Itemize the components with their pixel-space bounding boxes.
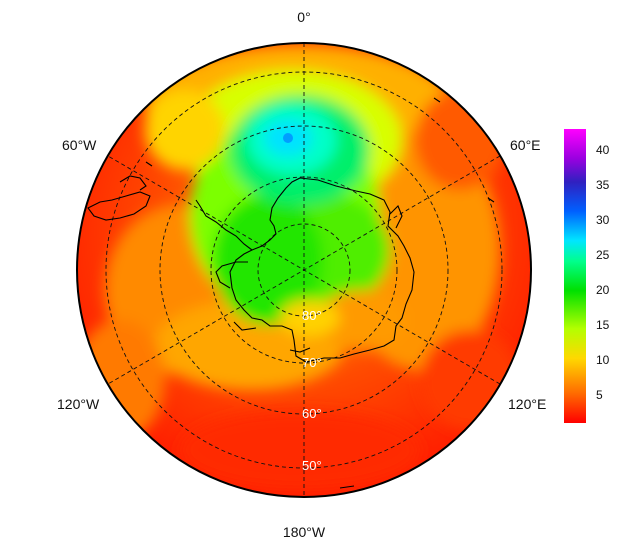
- data-field: [77, 43, 531, 497]
- longitude-label-lower-right: 120°E: [508, 396, 546, 412]
- map-frame: [76, 42, 532, 498]
- colorbar: 5 10 15 20 25 30 35 40: [564, 129, 610, 423]
- longitude-label-upper-right: 60°E: [510, 137, 541, 153]
- colorbar-ticks: 5 10 15 20 25 30 35 40: [596, 143, 610, 402]
- latitude-label-70: 70°: [302, 355, 322, 370]
- colorbar-tick-label: 20: [596, 283, 610, 297]
- colorbar-tick-label: 5: [596, 388, 603, 402]
- graticule: [105, 43, 503, 497]
- colorbar-gradient: [564, 129, 586, 423]
- colorbar-tick-label: 40: [596, 143, 610, 157]
- latitude-label-60: 60°: [302, 406, 322, 421]
- latitude-label-80: 80°: [302, 308, 322, 323]
- colorbar-tick-label: 35: [596, 178, 610, 192]
- colorbar-tick-label: 25: [596, 248, 610, 262]
- colorbar-tick-label: 30: [596, 213, 610, 227]
- meridian-120: [107, 155, 501, 385]
- antarctica-coastline: [87, 97, 495, 489]
- longitude-label-upper-left: 60°W: [62, 137, 97, 153]
- longitude-label-lower-left: 120°W: [57, 396, 100, 412]
- longitude-label-bottom: 180°W: [283, 524, 326, 540]
- colorbar-tick-label: 15: [596, 318, 610, 332]
- longitude-label-top: 0°: [297, 9, 310, 25]
- latitude-label-50: 50°: [302, 458, 322, 473]
- colorbar-tick-label: 10: [596, 353, 610, 367]
